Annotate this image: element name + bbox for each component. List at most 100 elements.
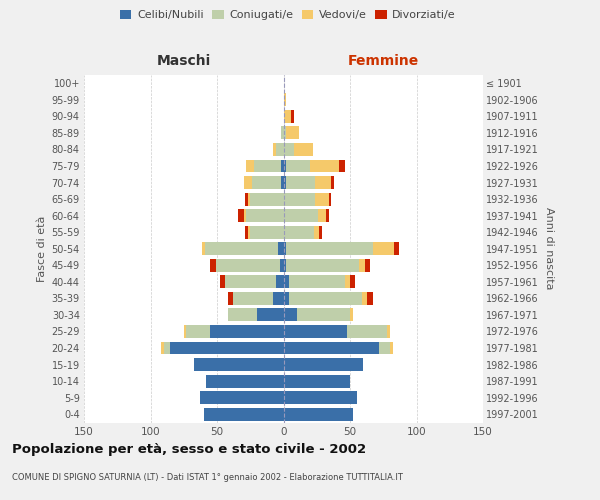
Text: Maschi: Maschi <box>157 54 211 68</box>
Bar <box>284 325 347 338</box>
Bar <box>284 358 364 371</box>
Bar <box>227 308 257 322</box>
Bar <box>331 176 334 189</box>
Bar <box>286 126 299 140</box>
Bar <box>284 391 356 404</box>
Bar <box>359 259 365 272</box>
Bar <box>225 276 275 288</box>
Bar <box>204 408 284 420</box>
Bar <box>350 308 353 322</box>
Bar <box>286 176 316 189</box>
Bar <box>211 325 284 338</box>
Bar <box>347 325 387 338</box>
Bar <box>314 226 319 238</box>
Bar <box>164 342 170 354</box>
Y-axis label: Anni di nascita: Anni di nascita <box>544 208 554 290</box>
Bar <box>200 391 284 404</box>
Bar <box>281 160 284 172</box>
Bar <box>367 292 373 305</box>
Bar <box>246 209 284 222</box>
Bar <box>202 242 205 255</box>
Legend: Celibi/Nubili, Coniugati/e, Vedovi/e, Divorziati/e: Celibi/Nubili, Coniugati/e, Vedovi/e, Di… <box>116 6 460 25</box>
Bar <box>284 342 379 354</box>
Bar <box>340 160 344 172</box>
Bar <box>286 259 359 272</box>
Bar <box>284 308 297 322</box>
Bar <box>251 176 281 189</box>
Bar <box>326 209 329 222</box>
Bar <box>284 226 314 238</box>
Bar <box>244 209 246 222</box>
Bar <box>390 342 392 354</box>
Bar <box>284 192 316 205</box>
Bar <box>284 276 289 288</box>
Bar <box>284 110 292 123</box>
Bar <box>284 94 286 106</box>
Bar <box>280 259 284 272</box>
Bar <box>211 259 215 272</box>
Bar <box>187 325 211 338</box>
Bar <box>329 192 331 205</box>
Bar <box>184 325 187 338</box>
Bar <box>310 160 340 172</box>
Bar <box>233 292 273 305</box>
Bar <box>344 276 350 288</box>
Bar <box>245 226 248 238</box>
Y-axis label: Fasce di età: Fasce di età <box>37 216 47 282</box>
Bar <box>281 176 284 189</box>
Bar <box>284 176 286 189</box>
Bar <box>284 292 289 305</box>
Bar <box>394 242 399 255</box>
Bar <box>206 374 284 388</box>
Bar <box>318 209 326 222</box>
Bar <box>286 160 310 172</box>
Bar <box>297 308 350 322</box>
Bar <box>316 176 331 189</box>
Bar <box>289 292 362 305</box>
Bar <box>294 143 313 156</box>
Bar <box>316 192 329 205</box>
Bar <box>284 374 350 388</box>
Bar <box>220 276 225 288</box>
Bar <box>289 276 344 288</box>
Bar <box>246 160 254 172</box>
Bar <box>248 226 250 238</box>
Bar <box>278 242 284 255</box>
Bar <box>284 160 286 172</box>
Bar <box>350 276 355 288</box>
Bar <box>257 308 284 322</box>
Bar <box>284 242 286 255</box>
Bar <box>250 192 284 205</box>
Bar <box>244 176 251 189</box>
Bar <box>273 143 275 156</box>
Bar <box>387 325 390 338</box>
Bar <box>250 226 284 238</box>
Bar <box>238 209 244 222</box>
Bar <box>281 126 284 140</box>
Bar <box>284 143 294 156</box>
Text: Femmine: Femmine <box>347 54 419 68</box>
Bar <box>292 110 294 123</box>
Bar <box>275 143 284 156</box>
Bar <box>245 192 248 205</box>
Bar <box>373 242 394 255</box>
Bar <box>365 259 370 272</box>
Bar <box>319 226 322 238</box>
Bar <box>286 242 373 255</box>
Bar <box>254 160 281 172</box>
Bar <box>284 259 286 272</box>
Bar <box>379 342 390 354</box>
Bar <box>284 126 286 140</box>
Bar <box>273 292 284 305</box>
Bar <box>170 342 284 354</box>
Bar <box>205 242 278 255</box>
Bar <box>215 259 280 272</box>
Bar <box>227 292 233 305</box>
Bar <box>248 192 250 205</box>
Bar <box>275 276 284 288</box>
Bar <box>284 408 353 420</box>
Bar <box>362 292 367 305</box>
Text: Popolazione per età, sesso e stato civile - 2002: Popolazione per età, sesso e stato civil… <box>12 442 366 456</box>
Bar <box>161 342 164 354</box>
Bar <box>194 358 284 371</box>
